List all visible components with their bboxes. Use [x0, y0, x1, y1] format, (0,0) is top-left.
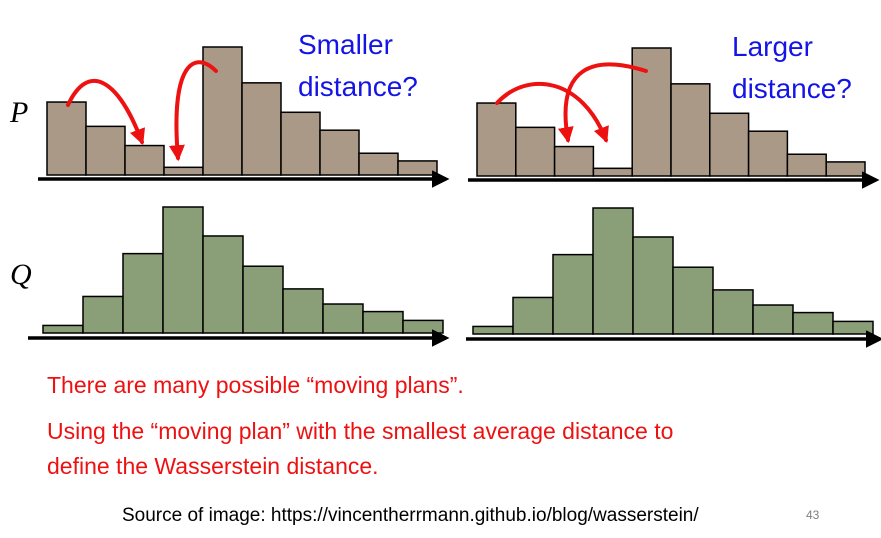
p-left-bar-10: [397, 160, 438, 176]
q-left-bar-5: [202, 235, 244, 334]
p-left-bar-8: [319, 129, 360, 176]
q-left-bar-10: [402, 319, 444, 334]
p-left-bar-6: [241, 82, 282, 176]
q-right-bar-7: [712, 289, 754, 335]
p-right-bar-8: [747, 130, 789, 177]
q-right-bar-6: [672, 266, 714, 335]
q-left-bar-6: [242, 265, 284, 334]
callout-line: distance?: [298, 71, 418, 102]
q-right-bar-10: [832, 320, 874, 335]
callout-line: Larger: [732, 31, 813, 62]
q-right-bar-2: [512, 296, 554, 335]
q-right-bar-1: [472, 325, 514, 335]
note-wasserstein: define the Wasserstein distance.: [47, 453, 379, 479]
p-left-bar-2: [85, 125, 126, 176]
q-left-bar-2: [82, 295, 124, 334]
callout-line: distance?: [732, 73, 852, 104]
source-citation: Source of image: https://vincentherrmann…: [122, 505, 699, 526]
p-right-bar-7: [709, 112, 750, 177]
p-right-bar-4: [592, 167, 633, 177]
q-right-bar-4: [592, 207, 634, 335]
q-left-bar-7: [282, 288, 324, 334]
smaller-distance-callout: Smaller distance?: [298, 24, 418, 108]
p-label: P: [10, 96, 29, 129]
page-number: 43: [806, 508, 820, 522]
p-right-bar-9: [786, 153, 827, 177]
p-right-bar-1: [476, 102, 517, 177]
move-arrow-left-1: [66, 78, 145, 145]
note-smallest-plan: Using the “moving plan” with the smalles…: [47, 418, 674, 444]
p-left-bar-9: [358, 152, 399, 176]
q-right-bar-5: [632, 236, 674, 335]
move-arrow-left-2: [168, 60, 218, 162]
move-arrow-right-2: [557, 62, 648, 144]
q-left-bar-9: [362, 310, 404, 334]
q-left-bar-8: [322, 303, 364, 334]
q-right-bar-9: [792, 311, 834, 335]
p-right-bar-6: [670, 83, 711, 177]
q-right-bar-3: [552, 253, 594, 335]
q-right-bar-8: [752, 304, 794, 335]
p-left-bar-3: [124, 144, 165, 176]
q-left-bar-3: [122, 252, 164, 334]
q-left-bar-1: [42, 324, 84, 334]
p-left-bar-7: [280, 111, 321, 176]
note-moving-plans: There are many possible “moving plans”.: [47, 372, 464, 398]
p-right-bar-10: [825, 161, 866, 177]
larger-distance-callout: Larger distance?: [732, 26, 852, 110]
callout-line: Smaller: [298, 29, 393, 60]
q-label: Q: [10, 258, 32, 291]
p-right-bar-2: [515, 126, 556, 177]
move-arrow-right-1: [495, 81, 609, 143]
p-left-bar-1: [46, 101, 87, 176]
p-right-bar-3: [553, 145, 595, 177]
q-left-bar-4: [162, 206, 204, 334]
p-left-bar-4: [163, 166, 204, 176]
